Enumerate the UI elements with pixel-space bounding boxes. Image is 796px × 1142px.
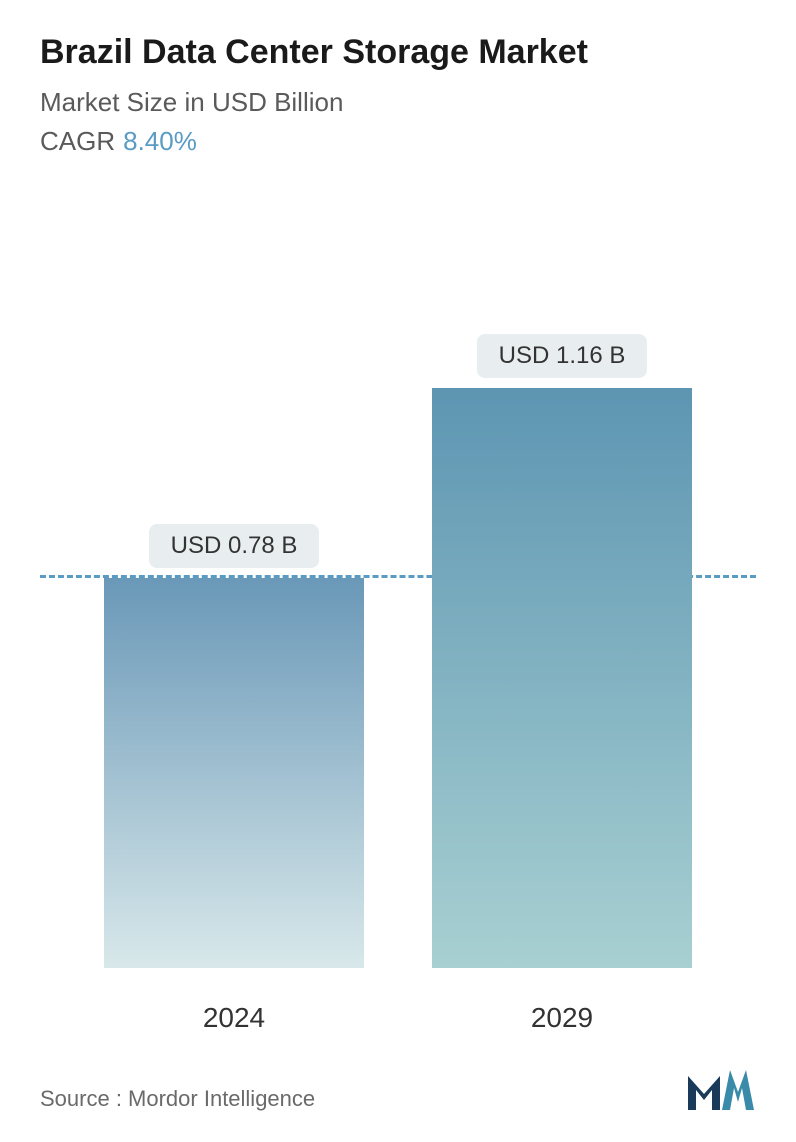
chart-subtitle: Market Size in USD Billion — [40, 87, 756, 118]
bar-group: USD 1.16 B — [432, 334, 692, 968]
x-axis-label: 2024 — [104, 1002, 364, 1034]
bar — [432, 388, 692, 968]
bar — [104, 578, 364, 968]
bar-group: USD 0.78 B — [104, 524, 364, 968]
source-attribution: Source : Mordor Intelligence — [40, 1086, 315, 1112]
value-badge: USD 1.16 B — [477, 334, 648, 378]
cagr-row: CAGR 8.40% — [40, 126, 756, 157]
brand-logo-icon — [686, 1068, 756, 1112]
chart-plot-area: USD 0.78 B USD 1.16 B — [40, 197, 756, 968]
x-axis: 2024 2029 — [40, 988, 756, 1034]
chart-title: Brazil Data Center Storage Market — [40, 32, 756, 73]
cagr-value: 8.40% — [123, 126, 197, 156]
value-badge: USD 0.78 B — [149, 524, 320, 568]
chart-footer: Source : Mordor Intelligence — [0, 1034, 796, 1142]
cagr-label: CAGR — [40, 126, 115, 156]
x-axis-label: 2029 — [432, 1002, 692, 1034]
